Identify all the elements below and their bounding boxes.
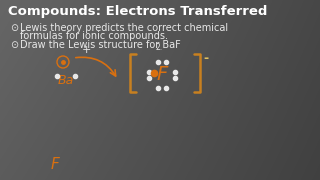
Text: Lewis theory predicts the correct chemical: Lewis theory predicts the correct chemic… bbox=[20, 23, 228, 33]
Text: Draw the Lewis structure for BaF: Draw the Lewis structure for BaF bbox=[20, 40, 181, 50]
Text: 2.: 2. bbox=[156, 42, 163, 51]
Text: ⊙: ⊙ bbox=[10, 23, 18, 33]
Text: Ba: Ba bbox=[58, 73, 74, 87]
Text: +: + bbox=[81, 45, 91, 55]
Text: formulas for ionic compounds.: formulas for ionic compounds. bbox=[20, 31, 168, 41]
Text: Compounds: Electrons Transferred: Compounds: Electrons Transferred bbox=[8, 5, 268, 18]
Text: F: F bbox=[51, 157, 60, 172]
Text: -: - bbox=[203, 52, 208, 65]
Text: ⊙: ⊙ bbox=[10, 40, 18, 50]
Text: F: F bbox=[156, 66, 168, 84]
